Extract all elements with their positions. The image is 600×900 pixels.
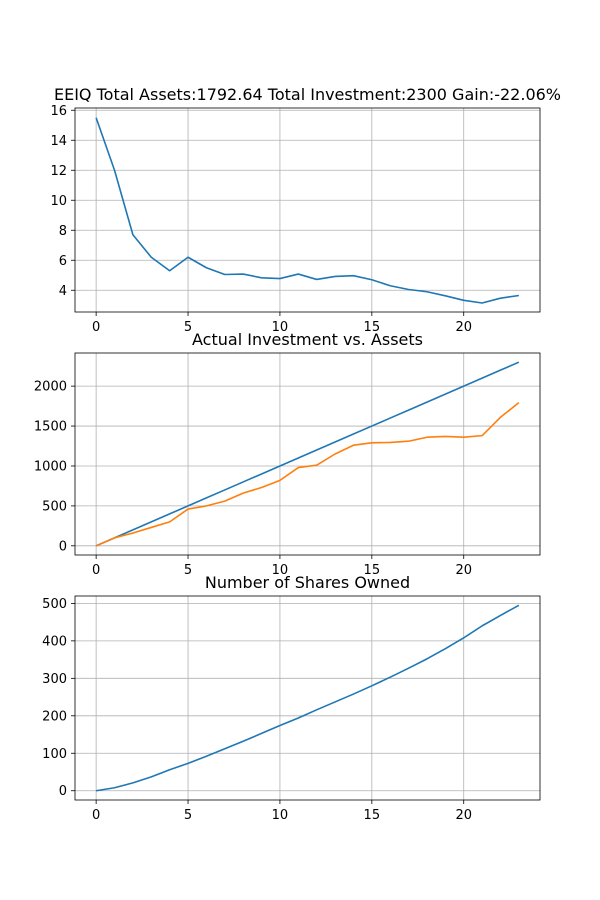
y-tick-label: 12 <box>50 164 67 179</box>
y-tick-label: 8 <box>59 224 67 239</box>
axes-frame <box>74 595 541 801</box>
y-tick-label: 200 <box>42 709 67 724</box>
chart-title: Number of Shares Owned <box>205 573 410 592</box>
y-tick-label: 6 <box>59 254 67 269</box>
x-tick-label: 15 <box>364 808 381 823</box>
y-tick-label: 100 <box>42 747 67 762</box>
x-tick-label: 5 <box>184 808 192 823</box>
x-tick-label: 0 <box>92 563 100 578</box>
series-line-0 <box>96 604 520 792</box>
x-tick-label: 10 <box>272 563 289 578</box>
x-tick-label: 5 <box>184 320 192 335</box>
y-tick-label: 400 <box>42 634 67 649</box>
x-tick-label: 15 <box>364 320 381 335</box>
chart-title: Actual Investment vs. Assets <box>192 330 423 349</box>
x-tick-label: 10 <box>272 808 289 823</box>
x-tick-label: 20 <box>455 808 472 823</box>
x-tick-label: 0 <box>92 320 100 335</box>
y-tick-label: 300 <box>42 672 67 687</box>
x-tick-label: 15 <box>364 563 381 578</box>
y-tick-label: 500 <box>42 499 67 514</box>
y-tick-label: 1000 <box>34 459 67 474</box>
y-tick-label: 16 <box>50 104 67 119</box>
x-tick-label: 20 <box>455 320 472 335</box>
chart-title: EEIQ Total Assets:1792.64 Total Investme… <box>54 85 561 104</box>
x-tick-label: 0 <box>92 808 100 823</box>
y-tick-label: 0 <box>59 784 67 799</box>
y-tick-label: 2000 <box>34 380 67 395</box>
y-tick-label: 0 <box>59 539 67 554</box>
axes-frame <box>74 352 541 556</box>
axes-frame <box>74 107 541 313</box>
x-tick-label: 20 <box>455 563 472 578</box>
series-line-0 <box>95 117 519 304</box>
y-tick-label: 1500 <box>34 420 67 435</box>
x-tick-label: 10 <box>272 320 289 335</box>
y-tick-label: 14 <box>50 134 67 149</box>
series-line-0 <box>95 361 520 547</box>
y-tick-label: 10 <box>50 194 67 209</box>
x-tick-label: 5 <box>184 563 192 578</box>
investment-vs-assets-panel: 0 5 10 15 20 0 500 1000 1500 2000 Actual Investmen… <box>34 330 541 578</box>
y-tick-label: 4 <box>59 284 67 299</box>
series-line-1 <box>95 402 520 547</box>
y-tick-label: 500 <box>42 597 67 612</box>
